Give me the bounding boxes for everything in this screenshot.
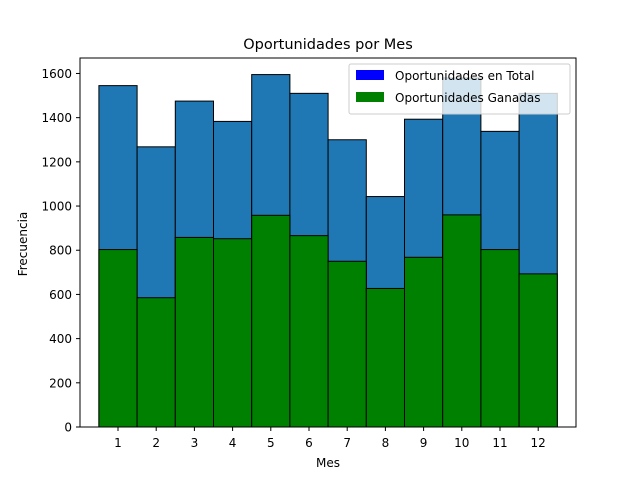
x-tick-label-11: 11 <box>492 436 507 450</box>
x-tick-label-10: 10 <box>454 436 469 450</box>
x-tick-label-5: 5 <box>267 436 275 450</box>
plot-frame <box>79 57 577 428</box>
x-tick-label-9: 9 <box>420 436 428 450</box>
y-tick-label-0: 0 <box>64 421 72 435</box>
y-tick-label-800: 800 <box>49 244 72 258</box>
legend-label-won: Oportunidades Ganadas <box>395 91 540 105</box>
bar-won-12 <box>518 273 558 428</box>
legend-label-total: Oportunidades en Total <box>395 69 534 83</box>
x-tick-label-2: 2 <box>152 436 160 450</box>
y-tick-label-400: 400 <box>49 332 72 346</box>
bars-group <box>98 74 558 428</box>
legend-swatch-won <box>356 92 384 102</box>
bar-won-3 <box>174 236 215 428</box>
x-tick-label-4: 4 <box>229 436 237 450</box>
bar-won-10 <box>442 214 482 428</box>
x-tick-label-7: 7 <box>343 436 351 450</box>
bar-won-2 <box>136 297 176 428</box>
legend-frame <box>348 63 571 115</box>
y-tick-label-200: 200 <box>49 376 72 390</box>
y-axis-label: Frecuencia <box>16 212 30 277</box>
y-tick-label-600: 600 <box>49 288 72 302</box>
legend-swatch-total <box>356 70 384 80</box>
bar-won-4 <box>213 238 253 428</box>
bar-won-8 <box>365 287 405 428</box>
x-axis-label: Mes <box>316 456 340 470</box>
bar-won-11 <box>480 249 520 428</box>
bar-won-5 <box>251 214 291 428</box>
x-tick-label-6: 6 <box>305 436 313 450</box>
x-tick-label-3: 3 <box>191 436 199 450</box>
x-tick-label-12: 12 <box>531 436 546 450</box>
legend: Oportunidades en Total Oportunidades Gan… <box>348 63 571 115</box>
bar-won-7 <box>327 260 367 428</box>
bar-won-6 <box>289 235 329 428</box>
x-tick-label-1: 1 <box>114 436 122 450</box>
y-tick-label-1600: 1600 <box>41 67 72 81</box>
y-tick-label-1400: 1400 <box>41 111 72 125</box>
bar-won-1 <box>98 249 138 428</box>
bar-won-9 <box>404 256 444 428</box>
y-tick-label-1000: 1000 <box>41 200 72 214</box>
x-tick-label-8: 8 <box>382 436 390 450</box>
chart-title: Oportunidades por Mes <box>243 37 413 53</box>
y-tick-label-1200: 1200 <box>41 155 72 169</box>
